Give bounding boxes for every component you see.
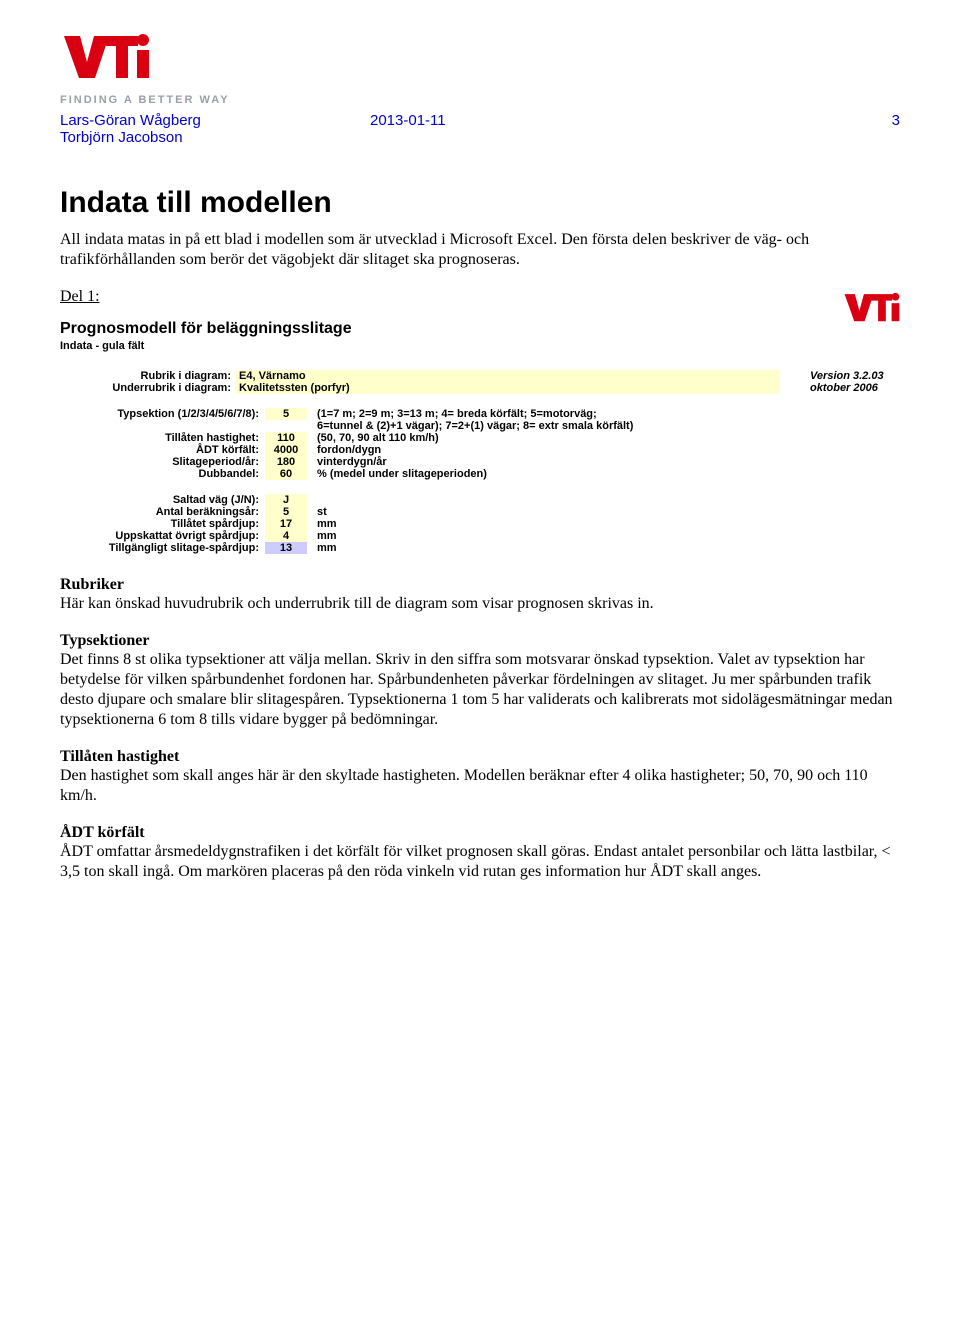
- vti-logo: [60, 30, 150, 85]
- rubrik-row: Rubrik i diagram: E4, Värnamo Version 3.…: [60, 370, 900, 382]
- tagline: FINDING A BETTER WAY: [60, 94, 900, 106]
- doc-date: 2013-01-11: [370, 112, 770, 129]
- row-value: 4000: [265, 444, 307, 456]
- section-body: Den hastighet som skall anges här är den…: [60, 766, 900, 806]
- model-input-row: Tillgängligt slitage-spårdjup:13mm: [60, 542, 900, 554]
- row-value: 180: [265, 456, 307, 468]
- header-meta: Lars-Göran Wågberg 2013-01-11 3: [60, 112, 900, 129]
- section-body: Det finns 8 st olika typsektioner att vä…: [60, 650, 900, 730]
- model-input-row: Dubbandel:60% (medel under slitageperiod…: [60, 468, 900, 480]
- row-desc: vinterdygn/år: [307, 456, 900, 468]
- rubrik-value: E4, Värnamo: [235, 370, 780, 382]
- row-desc: (50, 70, 90 alt 110 km/h): [307, 432, 900, 444]
- model-input-row: ÅDT körfält:4000fordon/dygn: [60, 444, 900, 456]
- row-label: Tillåtet spårdjup:: [60, 518, 265, 530]
- underrubrik-value: Kvalitetssten (porfyr): [235, 382, 780, 394]
- model-input-row: Tillåten hastighet:110(50, 70, 90 alt 11…: [60, 432, 900, 444]
- row-desc: mm: [307, 530, 900, 542]
- section-body: ÅDT omfattar årsmedeldygnstrafiken i det…: [60, 842, 900, 882]
- row-label: ÅDT körfält:: [60, 444, 265, 456]
- row-label: Uppskattat övrigt spårdjup:: [60, 530, 265, 542]
- row-value: 13: [265, 542, 307, 554]
- row-label: Saltad väg (J/N):: [60, 494, 265, 506]
- model-rows-2: Saltad väg (J/N):JAntal beräkningsår:5st…: [60, 494, 900, 554]
- row-label: Dubbandel:: [60, 468, 265, 480]
- model-input-row: Typsektion (1/2/3/4/5/6/7/8):5(1=7 m; 2=…: [60, 408, 900, 420]
- del-label: Del 1:: [60, 288, 900, 306]
- section-heading: Typsektioner: [60, 632, 900, 650]
- underrubrik-label: Underrubrik i diagram:: [60, 382, 235, 394]
- logo-block: FINDING A BETTER WAY: [60, 30, 900, 106]
- model-input-row: Tillåtet spårdjup:17mm: [60, 518, 900, 530]
- rubrik-label: Rubrik i diagram:: [60, 370, 235, 382]
- model-subtitle: Indata - gula fält: [60, 340, 900, 352]
- section-heading: Tillåten hastighet: [60, 748, 900, 766]
- model-input-row: Saltad väg (J/N):J: [60, 494, 900, 506]
- model-block: Prognosmodell för beläggningsslitage Ind…: [60, 320, 900, 554]
- row-desc: (1=7 m; 2=9 m; 3=13 m; 4= breda körfält;…: [307, 408, 900, 420]
- row-value: 5: [265, 506, 307, 518]
- author-1: Lars-Göran Wågberg: [60, 112, 370, 129]
- row-value: 4: [265, 530, 307, 542]
- row-desc: % (medel under slitageperioden): [307, 468, 900, 480]
- row-value: 110: [265, 432, 307, 444]
- row-label: Tillgängligt slitage-spårdjup:: [60, 542, 265, 554]
- model-input-row: 6=tunnel & (2)+1 vägar); 7=2+(1) vägar; …: [60, 420, 900, 432]
- row-desc: mm: [307, 518, 900, 530]
- model-input-row: Slitageperiod/år:180vinterdygn/år: [60, 456, 900, 468]
- row-value: 17: [265, 518, 307, 530]
- row-desc: mm: [307, 542, 900, 554]
- row-value: [265, 420, 307, 432]
- row-desc: [307, 494, 900, 506]
- row-value: 5: [265, 408, 307, 420]
- row-label: Antal beräkningsår:: [60, 506, 265, 518]
- row-desc: st: [307, 506, 900, 518]
- section-heading: Rubriker: [60, 576, 900, 594]
- row-desc: 6=tunnel & (2)+1 vägar); 7=2+(1) vägar; …: [307, 420, 900, 432]
- model-title: Prognosmodell för beläggningsslitage: [60, 320, 900, 338]
- model-input-row: Uppskattat övrigt spårdjup:4mm: [60, 530, 900, 542]
- intro-paragraph: All indata matas in på ett blad i modell…: [60, 230, 900, 270]
- section-heading: ÅDT körfält: [60, 824, 900, 842]
- model-rows-1: Typsektion (1/2/3/4/5/6/7/8):5(1=7 m; 2=…: [60, 408, 900, 480]
- vti-logo-small: [842, 290, 900, 326]
- row-desc: fordon/dygn: [307, 444, 900, 456]
- row-label: Typsektion (1/2/3/4/5/6/7/8):: [60, 408, 265, 420]
- model-input-row: Antal beräkningsår:5st: [60, 506, 900, 518]
- row-value: J: [265, 494, 307, 506]
- underrubrik-row: Underrubrik i diagram: Kvalitetssten (po…: [60, 382, 900, 394]
- version-date: oktober 2006: [780, 382, 900, 394]
- row-value: 60: [265, 468, 307, 480]
- row-label: Slitageperiod/år:: [60, 456, 265, 468]
- row-label: [60, 420, 265, 432]
- page-title: Indata till modellen: [60, 186, 900, 220]
- version-label: Version 3.2.03: [780, 370, 900, 382]
- row-label: Tillåten hastighet:: [60, 432, 265, 444]
- sections: RubrikerHär kan önskad huvudrubrik och u…: [60, 576, 900, 882]
- page-number: 3: [770, 112, 900, 129]
- section-body: Här kan önskad huvudrubrik och underrubr…: [60, 594, 900, 614]
- author-2: Torbjörn Jacobson: [60, 129, 900, 146]
